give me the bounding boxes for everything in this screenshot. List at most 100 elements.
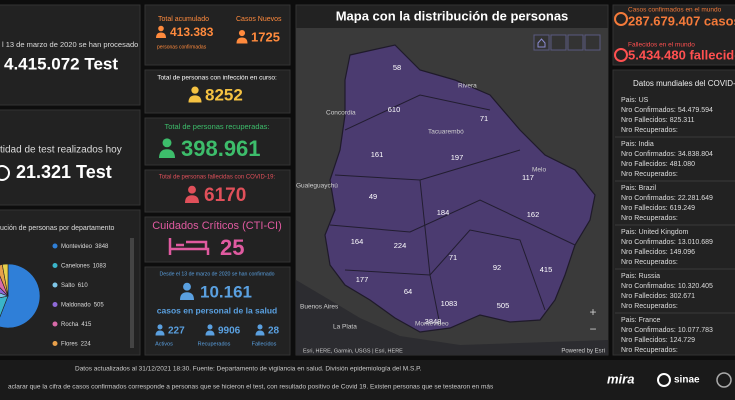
pie-slice[interactable]: [0, 285, 10, 303]
row-label: Nro Confirmados:: [621, 151, 676, 158]
row-value: India: [639, 141, 654, 148]
country-row: Nro Recuperados:: [621, 127, 678, 134]
legend-entry: Flores 224: [61, 341, 91, 347]
country-row: Pais: India: [621, 141, 654, 148]
person-icon: [207, 324, 213, 330]
row-value: 302.671: [670, 293, 695, 300]
today-value: 21.321 Test: [16, 162, 112, 182]
grid-button[interactable]: [584, 34, 601, 51]
row-value: France: [639, 317, 661, 324]
logo: mira: [607, 371, 634, 386]
person-icon: [156, 32, 166, 38]
row-value: 22.281.649: [678, 195, 713, 202]
region-count: 505: [497, 301, 510, 310]
country-row: Nro Recuperados:: [621, 347, 678, 354]
value: 413.383: [170, 25, 214, 39]
person-icon: [188, 95, 202, 103]
pie-slice[interactable]: [0, 273, 9, 297]
label: Fallecidos en el mundo: [628, 42, 695, 49]
footer: [0, 360, 735, 400]
country-row: Nro Fallecidos: 481.080: [621, 161, 695, 168]
row-value: United Kingdom: [639, 229, 689, 236]
row-label: Nro Recuperados:: [621, 127, 678, 134]
deaths-panel: [144, 169, 291, 213]
legend-name: Salto: [61, 283, 75, 289]
layers-button[interactable]: [550, 34, 567, 51]
legend-entry: Canelones 1083: [61, 263, 107, 269]
country-row: Pais: Brazil: [621, 185, 657, 192]
logo-icon: [716, 372, 732, 388]
label: Casos Nuevos: [236, 16, 282, 23]
region-count: 117: [522, 173, 534, 182]
country-row: Pais: Russia: [621, 273, 660, 280]
region-count: 610: [388, 105, 401, 114]
unit: personas confirmadas: [157, 44, 207, 50]
legend-entry: Montevideo 3848: [61, 244, 109, 250]
country-row: Nro Fallecidos: 302.671: [621, 293, 695, 300]
person-icon: [155, 330, 165, 336]
place-label: Rivera: [458, 83, 477, 90]
person-icon: [236, 37, 248, 44]
row-label: Nro Confirmados:: [621, 327, 676, 334]
row-label: Pais:: [621, 97, 637, 104]
legend-value: 610: [78, 283, 89, 289]
row-label: Nro Fallecidos:: [621, 117, 668, 124]
legend-name: Montevideo: [61, 244, 93, 250]
region-count: 197: [451, 153, 464, 162]
map-title: Mapa con la distribución de personas: [336, 8, 569, 23]
countries-panel: [612, 69, 735, 356]
country-row: Nro Confirmados: 13.010.689: [621, 239, 713, 246]
person-icon: [162, 138, 172, 148]
tests-value: 4.415.072 Test: [4, 54, 118, 73]
icon: [614, 12, 628, 26]
list-button[interactable]: [567, 34, 584, 51]
region-count: 71: [449, 253, 457, 262]
zoom-in[interactable]: +: [589, 305, 596, 319]
row-value: 34.838.804: [678, 151, 713, 158]
row-value: US: [639, 97, 649, 104]
country-row: Nro Fallecidos: 124.729: [621, 337, 695, 344]
country-row: Nro Recuperados:: [621, 215, 678, 222]
icon: [0, 165, 10, 181]
value: 6170: [204, 185, 246, 206]
region-count: 224: [394, 241, 407, 250]
pie-slice[interactable]: [0, 263, 41, 329]
home-button[interactable]: [533, 34, 550, 51]
row-label: Nro Fallecidos:: [621, 293, 668, 300]
row-label: Pais:: [621, 141, 637, 148]
row-value: 825.311: [670, 117, 695, 124]
legend-name: Flores: [61, 341, 78, 347]
region-count: 161: [371, 150, 384, 159]
title: ución de personas por departamento: [0, 225, 115, 232]
zoom-out[interactable]: −: [589, 322, 596, 336]
person-icon: [157, 324, 163, 330]
country-row: Nro Recuperados:: [621, 259, 678, 266]
country-row: Nro Confirmados: 10.077.783: [621, 327, 713, 334]
value: 9906: [218, 326, 241, 337]
legend-entry: Rocha 415: [61, 322, 92, 328]
country-row: Nro Fallecidos: 825.311: [621, 117, 695, 124]
label: Total de personas fallecidas con COVID-1…: [159, 175, 276, 181]
bed-icon: [168, 238, 210, 255]
row-label: Nro Recuperados:: [621, 171, 678, 178]
country-row: Nro Recuperados:: [621, 303, 678, 310]
active-panel: [144, 69, 291, 114]
scrollbar[interactable]: [130, 238, 134, 348]
place-label: Tacuarembó: [428, 129, 464, 136]
pie-slice[interactable]: [0, 295, 9, 326]
row-label: Nro Recuperados:: [621, 215, 678, 222]
group: l 13 de marzo de 2020 se han procesado 4.…: [0, 40, 138, 347]
row-value: Russia: [639, 273, 661, 280]
legend-swatch: [52, 302, 58, 307]
pie-slice[interactable]: [1, 263, 9, 297]
content: l 13 de marzo de 2020 se han procesado 4.…: [0, 7, 735, 391]
today-panel: [0, 109, 141, 206]
row-label: Pais:: [621, 229, 637, 236]
row-label: Pais:: [621, 185, 637, 192]
departments-panel: [0, 209, 141, 356]
country-row: Nro Confirmados: 34.838.804: [621, 151, 713, 158]
row-value: 481.080: [670, 161, 695, 168]
legend-value: 3848: [95, 244, 109, 250]
caption: l 13 de marzo de 2020 se han procesado: [2, 40, 138, 49]
